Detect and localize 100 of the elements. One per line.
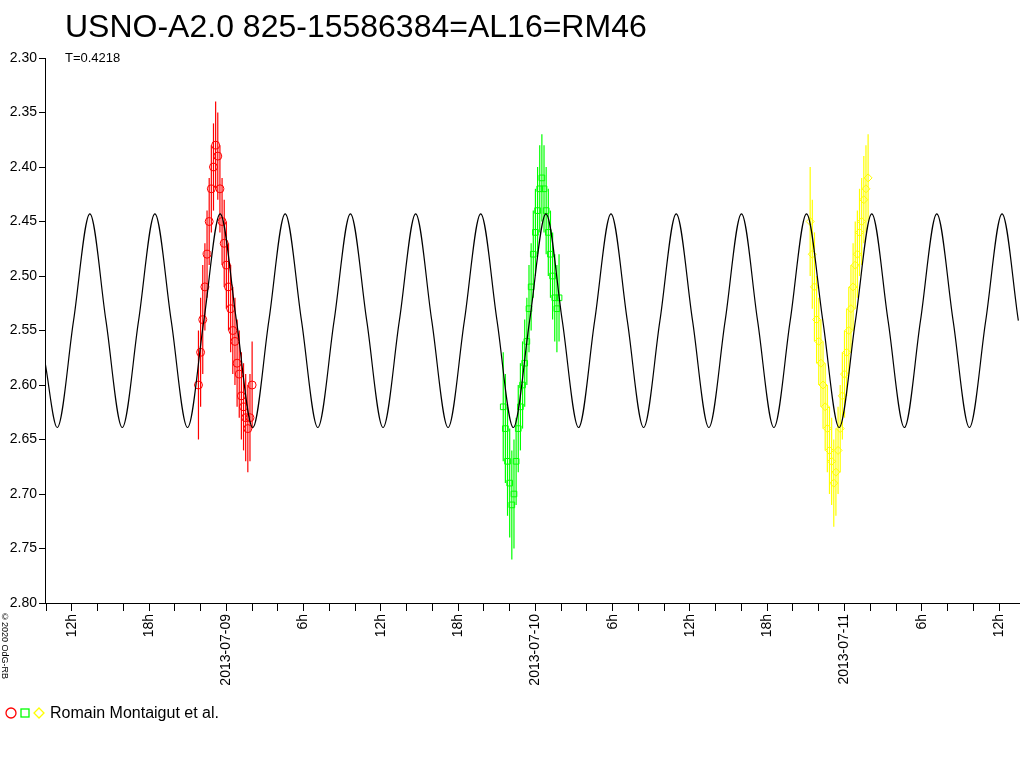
- point: [835, 424, 845, 434]
- point: [542, 207, 550, 214]
- y-tick-label: 2.65: [9, 430, 38, 447]
- point: [512, 457, 520, 465]
- point: [213, 151, 223, 161]
- y-tick-label: 2.80: [9, 593, 38, 610]
- point: [532, 229, 539, 236]
- point: [224, 282, 234, 292]
- point: [211, 140, 221, 150]
- x-tick-label: 12h: [371, 614, 388, 638]
- point: [850, 260, 860, 270]
- point: [196, 347, 206, 357]
- point: [846, 304, 856, 314]
- point: [206, 184, 216, 194]
- x-tick-label: 2013-07-11: [835, 613, 852, 685]
- point: [842, 347, 852, 357]
- point: [863, 173, 873, 183]
- point: [829, 478, 839, 488]
- y-tick-label: 2.55: [9, 321, 38, 338]
- point: [809, 282, 819, 292]
- point: [855, 227, 865, 237]
- point: [540, 185, 548, 193]
- point: [536, 185, 544, 193]
- point: [239, 402, 249, 412]
- chart-title: USNO-A2.0 825-15586384=AL16=RM46: [65, 8, 647, 45]
- point: [844, 326, 854, 335]
- y-tick-label: 2.30: [9, 48, 38, 65]
- point: [221, 260, 231, 270]
- point: [525, 305, 533, 313]
- x-tick-label: 12h: [680, 614, 697, 638]
- point: [510, 490, 518, 498]
- point: [833, 445, 843, 455]
- point: [232, 358, 242, 368]
- point: [534, 207, 541, 214]
- y-tick-label: 2.35: [9, 103, 38, 120]
- point: [857, 217, 867, 226]
- point: [243, 424, 253, 434]
- point: [814, 336, 824, 346]
- x-tick-label: 12h: [989, 614, 1006, 638]
- point: [521, 359, 529, 367]
- y-tick-label: 2.50: [9, 266, 38, 283]
- y-tick-label: 2.45: [9, 212, 38, 229]
- x-tick-label: 18h: [449, 614, 466, 638]
- point: [527, 283, 535, 291]
- x-tick-label: 2013-07-10: [526, 613, 543, 686]
- y-tick-label: 2.70: [9, 484, 38, 501]
- point: [805, 217, 815, 226]
- point: [215, 184, 225, 194]
- point: [544, 229, 552, 236]
- x-tick-label: 2013-07-09: [217, 613, 234, 686]
- point: [208, 162, 218, 172]
- point: [820, 402, 830, 412]
- x-tick-label: 18h: [758, 614, 775, 638]
- x-tick-label: 12h: [62, 614, 79, 638]
- point: [827, 456, 837, 466]
- point: [217, 217, 227, 226]
- x-tick-label: 18h: [139, 614, 156, 638]
- point: [202, 249, 212, 259]
- point: [547, 250, 554, 258]
- point: [822, 424, 832, 434]
- point: [859, 195, 869, 205]
- point: [812, 315, 822, 325]
- point: [204, 217, 214, 226]
- point: [549, 272, 556, 280]
- point: [245, 413, 255, 423]
- legend-title: Romain Montaigut et al.: [50, 704, 219, 722]
- point: [198, 315, 208, 325]
- point: [555, 294, 563, 302]
- point: [807, 249, 817, 259]
- point: [519, 381, 526, 389]
- point: [848, 282, 858, 292]
- point: [219, 238, 229, 248]
- point: [234, 369, 244, 379]
- point: [861, 184, 871, 194]
- point: [236, 391, 246, 401]
- point: [228, 326, 238, 335]
- point: [831, 467, 841, 477]
- point: [226, 304, 236, 314]
- point: [200, 282, 210, 292]
- point: [247, 380, 257, 390]
- point: [523, 338, 531, 345]
- point: [529, 250, 537, 258]
- point: [504, 457, 511, 465]
- point: [551, 294, 559, 302]
- point: [816, 358, 826, 368]
- x-tick-label: 6h: [912, 614, 929, 630]
- point: [818, 380, 828, 390]
- point: [508, 501, 516, 509]
- point: [502, 425, 509, 432]
- point: [852, 249, 862, 259]
- point: [840, 369, 849, 379]
- point: [506, 479, 514, 487]
- point: [824, 445, 834, 455]
- y-tick-label: 2.40: [9, 157, 38, 174]
- point: [553, 305, 561, 313]
- x-tick-label: 6h: [294, 614, 311, 630]
- point: [230, 336, 240, 346]
- point: [193, 380, 203, 390]
- chart-subtitle: T=0.4218: [65, 50, 121, 65]
- x-tick-label: 6h: [603, 614, 620, 630]
